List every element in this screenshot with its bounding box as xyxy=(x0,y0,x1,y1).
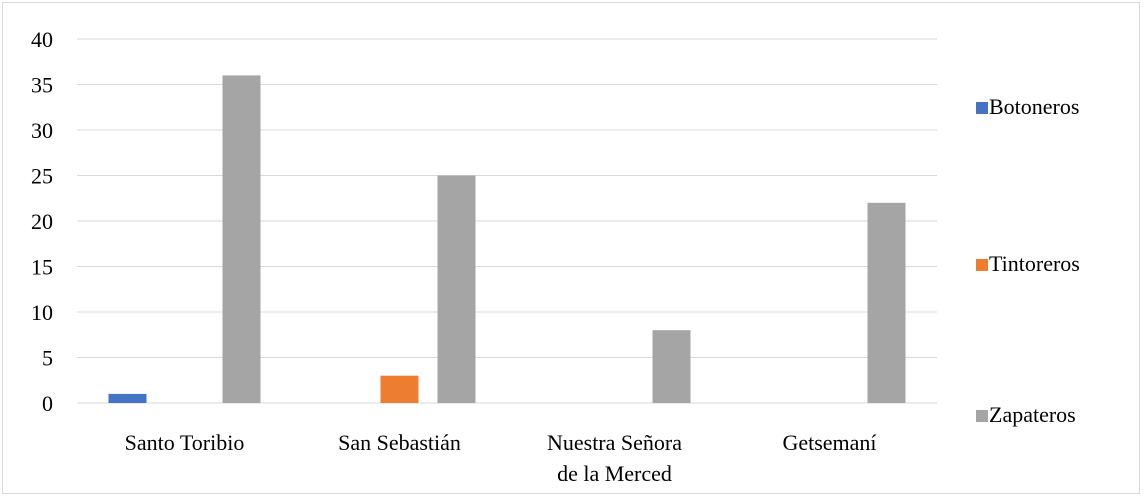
bars xyxy=(108,75,906,404)
legend: Botoneros Tintoreros Zapateros xyxy=(976,94,1080,427)
bar-chart: 0 5 10 15 20 25 30 35 40 Santo Toribio San Sebast… xyxy=(31,27,1080,486)
bar-zapateros-1 xyxy=(437,175,476,403)
legend-swatch-botoneros xyxy=(976,102,988,114)
y-tick-label: 30 xyxy=(31,118,53,143)
legend-label-botoneros: Botoneros xyxy=(989,94,1079,119)
x-axis-ticks: Santo Toribio San Sebastián Nuestra Señora… xyxy=(125,430,877,486)
y-tick-label: 0 xyxy=(42,391,53,416)
y-axis-ticks: 0 5 10 15 20 25 30 35 40 xyxy=(31,27,53,416)
bar-zapateros-2 xyxy=(652,330,691,403)
bar-zapateros-3 xyxy=(867,202,906,403)
chart-frame: 0 5 10 15 20 25 30 35 40 Santo Toribio San Sebast… xyxy=(2,2,1140,494)
legend-label-zapateros: Zapateros xyxy=(989,402,1076,427)
gridlines xyxy=(77,38,937,404)
x-tick-label: San Sebastián xyxy=(338,430,461,455)
y-tick-label: 35 xyxy=(31,73,53,98)
y-tick-label: 10 xyxy=(31,300,53,325)
legend-label-tintoreros: Tintoreros xyxy=(989,251,1080,276)
y-tick-label: 25 xyxy=(31,164,53,189)
legend-swatch-tintoreros xyxy=(976,259,988,271)
x-tick-label: Getsemaní xyxy=(782,430,876,455)
y-tick-label: 20 xyxy=(31,209,53,234)
y-tick-label: 15 xyxy=(31,255,53,280)
y-tick-label: 5 xyxy=(42,346,53,371)
legend-swatch-zapateros xyxy=(976,410,988,422)
x-tick-label: Santo Toribio xyxy=(125,430,245,455)
y-tick-label: 40 xyxy=(31,27,53,52)
x-tick-label: Nuestra Señora xyxy=(547,430,682,455)
x-tick-label: de la Merced xyxy=(557,461,672,486)
bar-botoneros-0 xyxy=(108,393,147,403)
bar-zapateros-0 xyxy=(222,75,261,404)
bar-tintoreros-1 xyxy=(380,375,419,403)
